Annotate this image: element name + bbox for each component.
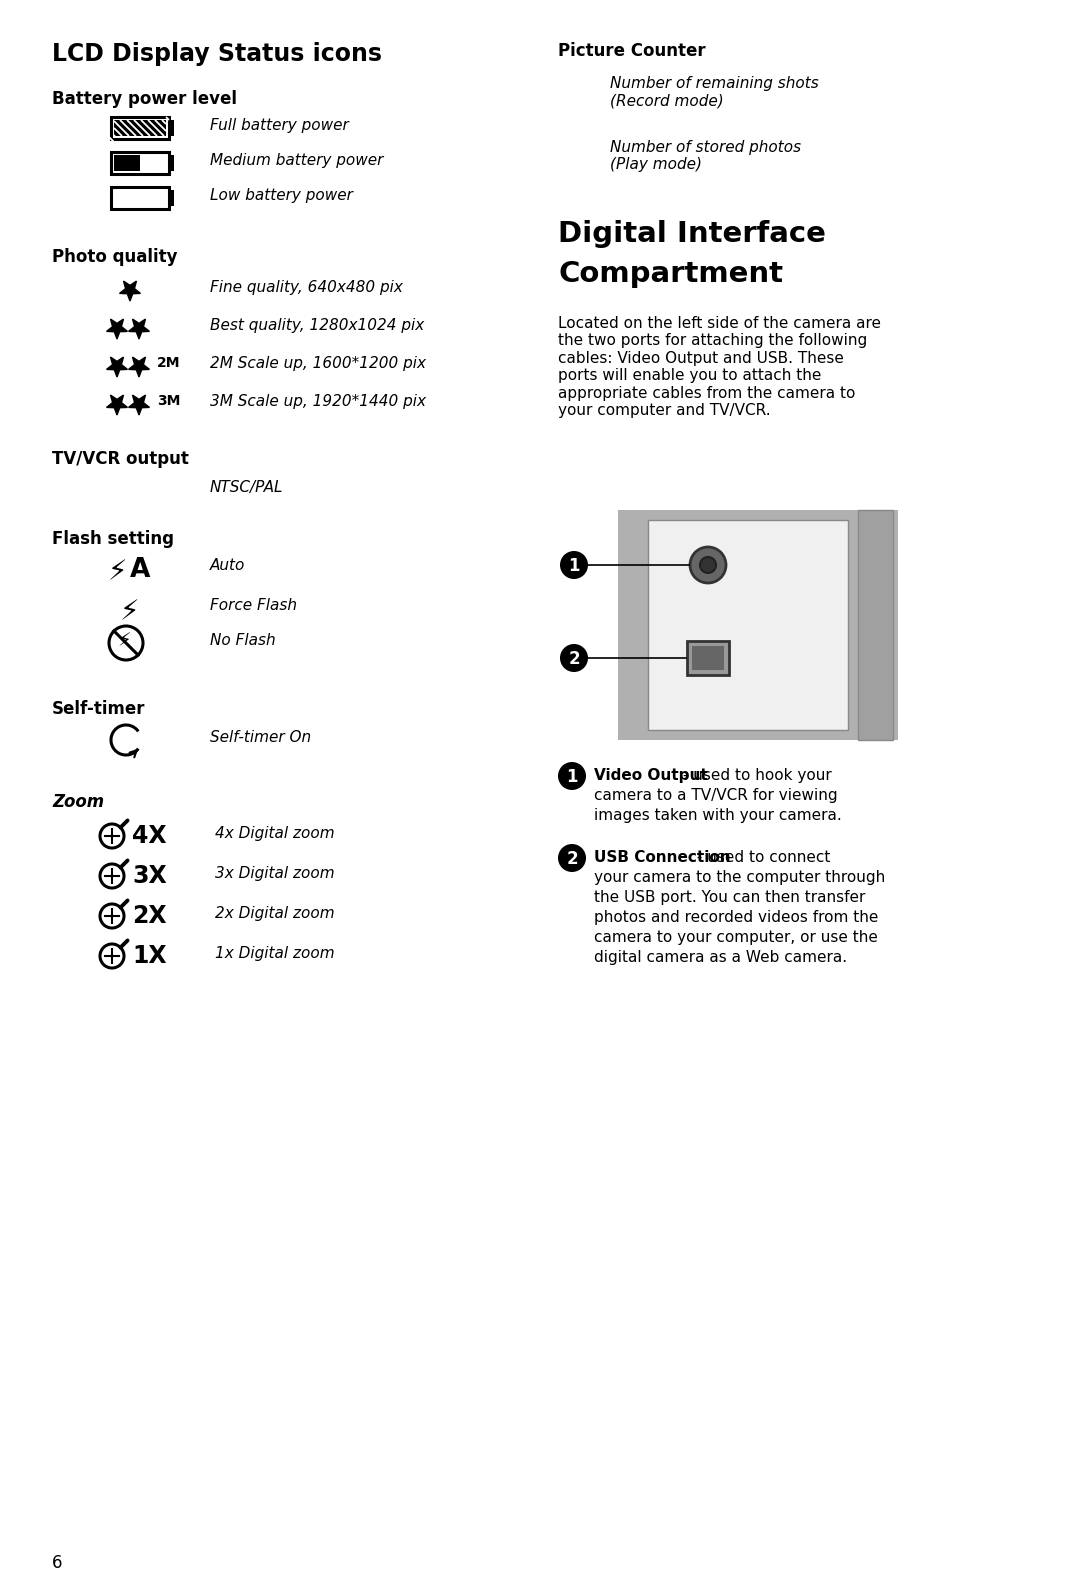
Text: photos and recorded videos from the: photos and recorded videos from the: [594, 910, 878, 926]
Text: 2: 2: [568, 650, 580, 669]
Bar: [114, 120, 166, 136]
Text: 2M: 2M: [157, 356, 180, 370]
Bar: [692, 646, 724, 670]
Polygon shape: [129, 319, 149, 338]
Bar: [111, 152, 168, 174]
Text: Medium battery power: Medium battery power: [210, 153, 383, 168]
Text: Full battery power: Full battery power: [210, 118, 349, 132]
Polygon shape: [129, 396, 149, 415]
Polygon shape: [129, 358, 149, 377]
Text: Low battery power: Low battery power: [210, 188, 353, 203]
Circle shape: [561, 551, 588, 579]
Text: - used to connect: - used to connect: [692, 851, 831, 865]
Text: 3x Digital zoom: 3x Digital zoom: [215, 867, 335, 881]
Polygon shape: [120, 281, 140, 302]
Text: 1x Digital zoom: 1x Digital zoom: [215, 946, 335, 961]
Text: Photo quality: Photo quality: [52, 247, 177, 267]
Text: Zoom: Zoom: [52, 793, 104, 811]
Text: camera to a TV/VCR for viewing: camera to a TV/VCR for viewing: [594, 788, 838, 803]
Text: 1X: 1X: [132, 943, 166, 969]
Text: TV/VCR output: TV/VCR output: [52, 450, 189, 468]
Text: Digital Interface: Digital Interface: [558, 220, 826, 247]
Text: A: A: [130, 557, 150, 583]
Text: 1: 1: [568, 557, 580, 575]
Bar: [168, 190, 174, 206]
Bar: [858, 511, 893, 741]
Text: NTSC/PAL: NTSC/PAL: [210, 480, 283, 495]
Text: Battery power level: Battery power level: [52, 89, 237, 109]
Text: 1: 1: [566, 768, 578, 785]
Text: - used to hook your: - used to hook your: [678, 768, 832, 784]
Bar: [168, 155, 174, 171]
Text: Flash setting: Flash setting: [52, 530, 174, 547]
Text: Number of stored photos
(Play mode): Number of stored photos (Play mode): [610, 140, 801, 172]
Circle shape: [100, 943, 124, 969]
Bar: [114, 155, 140, 171]
Text: Best quality, 1280x1024 pix: Best quality, 1280x1024 pix: [210, 318, 424, 334]
Text: 2M Scale up, 1600*1200 pix: 2M Scale up, 1600*1200 pix: [210, 356, 426, 370]
Text: the USB port. You can then transfer: the USB port. You can then transfer: [594, 891, 865, 905]
Circle shape: [109, 626, 143, 661]
Bar: [618, 511, 897, 741]
Text: No Flash: No Flash: [210, 634, 275, 648]
Text: 2x Digital zoom: 2x Digital zoom: [215, 907, 335, 921]
Text: 4X: 4X: [132, 824, 166, 847]
Polygon shape: [107, 358, 127, 377]
Text: ⚡: ⚡: [108, 559, 127, 586]
Text: 3X: 3X: [132, 863, 166, 887]
Polygon shape: [107, 319, 127, 338]
Text: Video Output: Video Output: [594, 768, 707, 784]
Circle shape: [690, 547, 726, 583]
Text: ⚡: ⚡: [120, 598, 139, 626]
Text: USB Connection: USB Connection: [594, 851, 731, 865]
Text: LCD Display Status icons: LCD Display Status icons: [52, 41, 382, 65]
Text: Number of remaining shots
(Record mode): Number of remaining shots (Record mode): [610, 77, 819, 109]
Text: 2X: 2X: [132, 903, 166, 927]
Bar: [111, 117, 168, 139]
Text: Force Flash: Force Flash: [210, 598, 297, 613]
Circle shape: [558, 844, 586, 871]
Text: Auto: Auto: [210, 559, 245, 573]
Bar: [111, 187, 168, 209]
Text: 3M: 3M: [157, 394, 180, 409]
Circle shape: [558, 761, 586, 790]
Bar: [648, 520, 848, 729]
Circle shape: [700, 557, 716, 573]
Text: camera to your computer, or use the: camera to your computer, or use the: [594, 930, 878, 945]
Text: 6: 6: [52, 1555, 63, 1572]
Text: 2: 2: [566, 851, 578, 868]
Bar: [168, 120, 174, 136]
Circle shape: [100, 903, 124, 927]
Text: 3M Scale up, 1920*1440 pix: 3M Scale up, 1920*1440 pix: [210, 394, 426, 409]
Text: digital camera as a Web camera.: digital camera as a Web camera.: [594, 950, 847, 966]
Text: Compartment: Compartment: [558, 260, 783, 287]
Circle shape: [100, 824, 124, 847]
Text: Fine quality, 640x480 pix: Fine quality, 640x480 pix: [210, 279, 403, 295]
Text: images taken with your camera.: images taken with your camera.: [594, 808, 841, 824]
Bar: [687, 642, 729, 675]
Text: ⚡: ⚡: [117, 630, 131, 650]
Text: Self-timer: Self-timer: [52, 701, 146, 718]
Text: Picture Counter: Picture Counter: [558, 41, 705, 61]
Circle shape: [561, 645, 588, 672]
Circle shape: [100, 863, 124, 887]
Polygon shape: [107, 396, 127, 415]
Text: your camera to the computer through: your camera to the computer through: [594, 870, 886, 886]
Text: 4x Digital zoom: 4x Digital zoom: [215, 827, 335, 841]
Text: Located on the left side of the camera are
the two ports for attaching the follo: Located on the left side of the camera a…: [558, 316, 881, 418]
Text: Self-timer On: Self-timer On: [210, 729, 311, 745]
